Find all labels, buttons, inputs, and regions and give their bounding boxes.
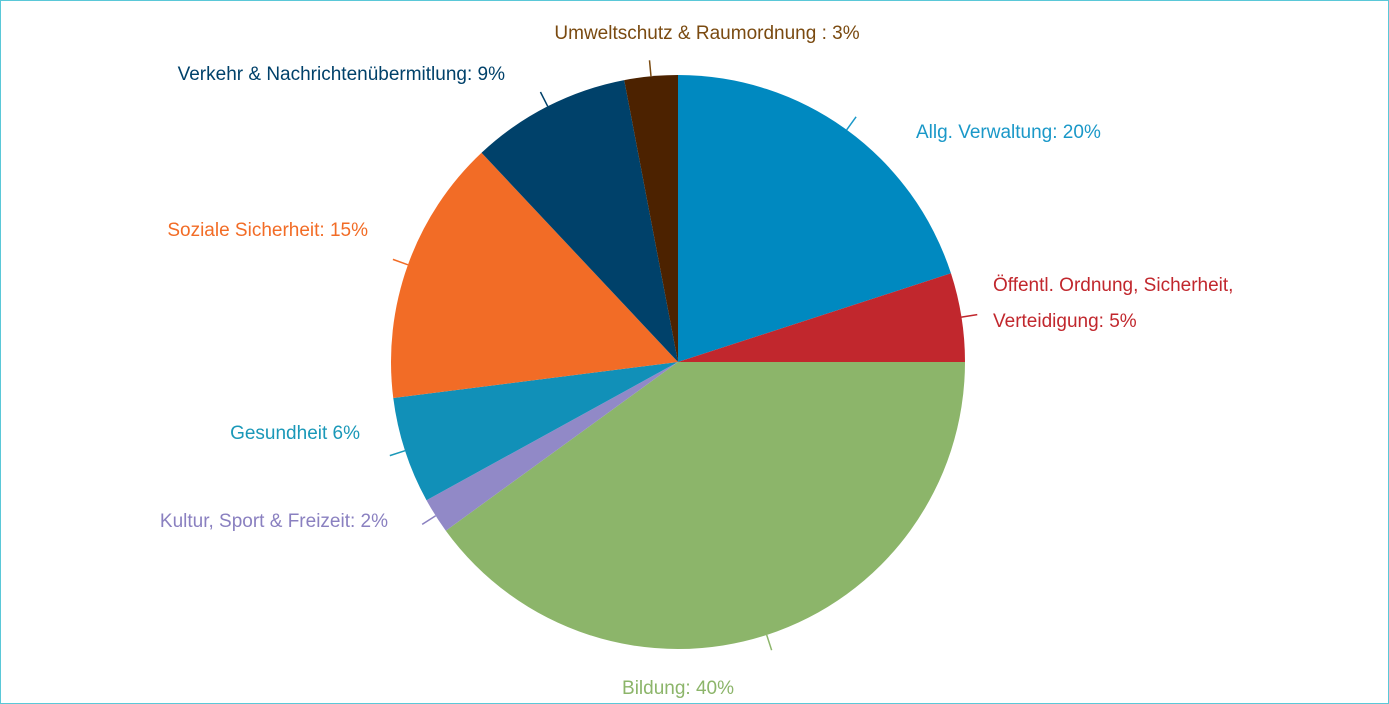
leader-line — [389, 449, 406, 457]
pie-slice — [391, 152, 678, 398]
slice-label: Bildung: 40% — [622, 678, 734, 699]
pie-slice — [624, 75, 678, 362]
pie-slice — [445, 362, 965, 650]
slice-label: Verteidigung: 5% — [993, 311, 1137, 332]
leader-line — [392, 258, 409, 266]
leader-line — [846, 116, 857, 131]
slice-label: Allg. Verwaltung: 20% — [916, 122, 1101, 143]
pie-slice — [678, 273, 965, 362]
slice-label: Soziale Sicherheit: 15% — [167, 220, 368, 241]
leader-line — [961, 313, 978, 318]
leader-line — [539, 91, 549, 107]
leader-line — [421, 515, 437, 525]
pie-slice — [393, 362, 678, 501]
slice-label: Umweltschutz & Raumordnung : 3% — [554, 23, 859, 44]
slice-label: Kultur, Sport & Freizeit: 2% — [160, 511, 388, 532]
pie-slice — [426, 362, 678, 531]
leader-line — [765, 634, 773, 651]
pie-slice — [678, 75, 951, 362]
slice-label: Öffentl. Ordnung, Sicherheit, — [993, 275, 1233, 296]
slice-label: Gesundheit 6% — [230, 423, 360, 444]
leader-line — [648, 60, 652, 77]
slice-label: Verkehr & Nachrichtenübermitlung: 9% — [178, 64, 505, 85]
pie-slice — [481, 80, 678, 362]
